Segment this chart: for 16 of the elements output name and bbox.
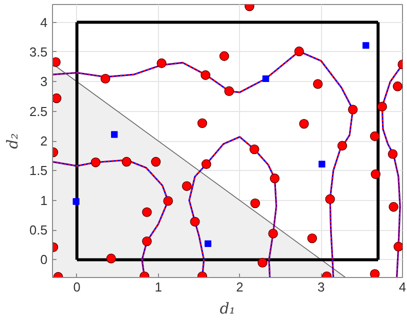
y-tick-label: 0: [40, 252, 48, 268]
y-tick-label: 0.5: [29, 222, 48, 238]
x-tick-label: 2: [236, 280, 244, 294]
x-tick-label: 4: [398, 280, 406, 294]
x-axis-title: d₁: [220, 300, 236, 318]
x-tick-label: 3: [317, 280, 325, 294]
y-tick-label: 3: [40, 74, 48, 90]
x-tick-label: 1: [154, 280, 162, 294]
x-tick-label: 0: [73, 280, 81, 294]
y-tick-label: 2: [40, 134, 48, 148]
y-axis-title: d₂: [3, 133, 22, 149]
y-tick-label: 4: [40, 14, 48, 30]
y-tick-label: 3.5: [29, 44, 48, 60]
y-tick-label: 2.5: [29, 104, 48, 119]
y-tick-label: 1.5: [29, 163, 48, 178]
y-tick-label: 1: [40, 192, 48, 208]
